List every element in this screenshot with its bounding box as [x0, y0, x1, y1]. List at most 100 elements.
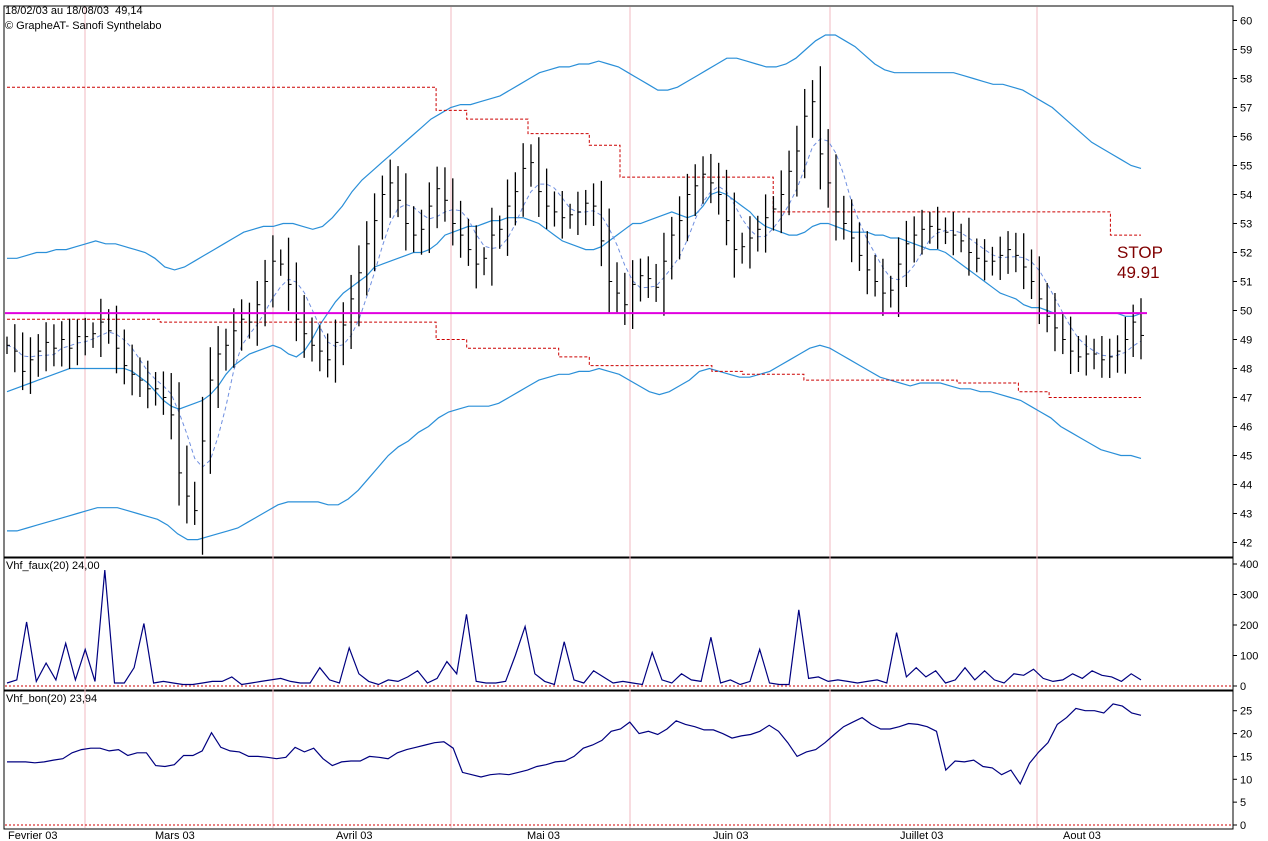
- ohlc-bar: [937, 206, 941, 249]
- ohlc-bar: [1069, 316, 1074, 374]
- ohlc-bar: [718, 162, 722, 215]
- ohlc-bar: [147, 360, 151, 409]
- ohlc-bar: [186, 445, 190, 524]
- x-tick-label: Mai 03: [527, 830, 560, 841]
- y-tick-label: 400: [1240, 559, 1258, 571]
- ohlc-bar: [131, 344, 136, 396]
- ohlc-bar: [381, 175, 386, 240]
- ohlc-bar: [952, 212, 957, 256]
- ohlc-bar: [76, 319, 81, 366]
- ohlc-bar: [608, 208, 613, 314]
- ohlc-bar: [585, 189, 589, 226]
- ohlc-bar: [733, 192, 738, 278]
- ohlc-bar: [194, 481, 198, 525]
- ohlc-bar: [272, 235, 276, 308]
- ohlc-bar: [897, 237, 902, 317]
- ohlc-bar: [960, 223, 965, 253]
- ohlc-bar: [428, 182, 433, 254]
- ohlc-bar: [100, 298, 104, 358]
- ohlc-bar: [913, 216, 918, 263]
- ohlc-bar: [413, 206, 417, 253]
- vhf-faux-line: [6, 570, 1142, 686]
- ohlc-bar: [334, 319, 339, 383]
- y-tick-label: 52: [1240, 248, 1252, 260]
- ohlc-bar: [702, 156, 707, 204]
- ohlc-bar: [92, 322, 97, 348]
- ohlc-bar: [21, 332, 26, 391]
- ohlc-bar: [115, 305, 120, 374]
- ohlc-bar: [905, 220, 910, 288]
- x-tick-label: Mars 03: [155, 830, 195, 841]
- ohlc-bar: [686, 173, 691, 242]
- ohlc-bar: [678, 196, 683, 260]
- bollinger-lower-line: [7, 344, 1142, 541]
- ohlc-bar: [647, 256, 652, 298]
- ohlc-bar: [632, 260, 636, 329]
- chart-source: © GrapheAT- Sanofi Synthelabo: [5, 20, 162, 32]
- ohlc-bar: [397, 166, 402, 218]
- ohlc-bar: [999, 236, 1004, 280]
- ohlc-bar: [616, 262, 621, 313]
- ohlc-bar: [1046, 282, 1051, 333]
- ohlc-bar: [373, 193, 378, 272]
- x-tick-label: Juin 03: [713, 830, 748, 841]
- ohlc-bar: [45, 322, 50, 372]
- ohlc-bar: [600, 180, 605, 267]
- ohlc-bar: [663, 232, 667, 316]
- ohlc-bar: [741, 232, 746, 264]
- ohlc-bar: [1015, 232, 1019, 273]
- ohlc-bar: [1007, 231, 1012, 274]
- y-tick-label: 48: [1240, 364, 1252, 376]
- ohlc-bar: [6, 336, 10, 354]
- ohlc-bar: [295, 262, 300, 342]
- ohlc-bar: [772, 196, 777, 231]
- vhf-bon-line: [7, 703, 1142, 786]
- ohlc-bar: [796, 125, 800, 197]
- bollinger-upper-line: [7, 34, 1142, 271]
- ohlc-bar: [577, 191, 581, 235]
- y-tick-label: 44: [1240, 480, 1252, 492]
- ohlc-bar: [694, 164, 699, 217]
- ohlc-bar: [326, 333, 331, 378]
- x-tick-label: Aout 03: [1063, 830, 1101, 841]
- ohlc-bar: [725, 169, 730, 246]
- ohlc-bar: [491, 207, 495, 286]
- ohlc-bar: [749, 216, 753, 269]
- ohlc-bar: [37, 334, 42, 377]
- y-tick-label: 20: [1240, 729, 1252, 741]
- ohlc-bar: [61, 321, 65, 367]
- ohlc-bar: [280, 249, 284, 276]
- ohlc-bar: [233, 308, 237, 368]
- ohlc-bar: [350, 274, 355, 349]
- ohlc-bar: [1077, 336, 1082, 372]
- ohlc-bar: [764, 194, 769, 253]
- ohlc-bar: [29, 337, 34, 394]
- stop-lower-line: [7, 318, 1141, 398]
- ohlc-bar: [170, 373, 175, 440]
- y-tick-label: 53: [1240, 219, 1252, 231]
- ohlc-bar: [1093, 338, 1098, 370]
- ohlc-bar: [1116, 335, 1121, 373]
- ohlc-bar: [921, 209, 926, 255]
- y-tick-label: 10: [1240, 774, 1252, 786]
- ohlc-bar: [843, 195, 847, 240]
- ohlc-bar: [569, 203, 574, 229]
- y-tick-label: 50: [1240, 306, 1252, 318]
- ohlc-bar: [804, 88, 808, 179]
- ohlc-bar: [178, 382, 183, 506]
- ohlc-bar: [467, 218, 472, 266]
- ohlc-bar: [983, 239, 988, 281]
- ohlc-bar: [1062, 313, 1066, 355]
- vhf-faux-title: Vhf_faux(20) 24,00: [6, 560, 100, 572]
- ohlc-bar: [624, 272, 628, 325]
- ohlc-bar: [1109, 338, 1113, 378]
- ohlc-bar: [976, 238, 980, 273]
- ohlc-bar: [303, 295, 308, 358]
- ohlc-bar: [108, 309, 112, 344]
- x-tick-label: Fevrier 03: [8, 830, 58, 841]
- ohlc-bar: [655, 263, 660, 302]
- y-tick-label: 15: [1240, 751, 1252, 763]
- ohlc-bar: [1054, 292, 1058, 352]
- ohlc-bar: [217, 326, 222, 409]
- y-tick-label: 200: [1240, 620, 1258, 632]
